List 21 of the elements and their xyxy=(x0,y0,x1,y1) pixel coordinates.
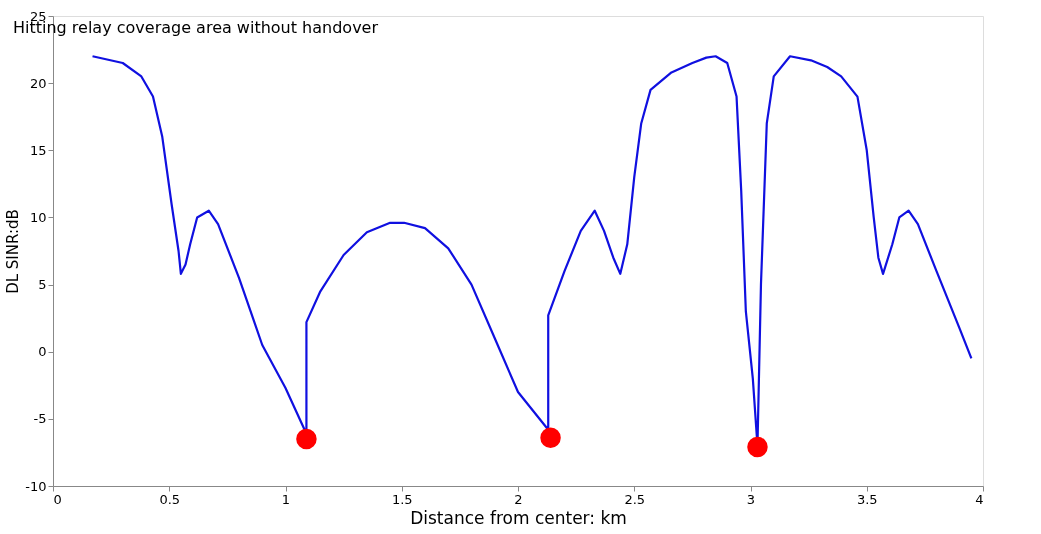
point xyxy=(540,427,561,448)
x-tick-label: 1.5 xyxy=(391,491,413,507)
y-tick-label: 15 xyxy=(29,142,47,158)
x-tick-label: 3.5 xyxy=(856,491,878,507)
point xyxy=(296,428,317,450)
y-axis-title: DL SINR:dB xyxy=(4,209,23,294)
x-tick-label: 4 xyxy=(975,491,984,507)
x-tick-label: 0 xyxy=(53,491,62,507)
x-tick-label: 2 xyxy=(514,491,523,507)
y-tick-label: -10 xyxy=(25,478,47,494)
y-tick-label: 5 xyxy=(38,277,47,293)
y-tick-label: 10 xyxy=(29,209,47,225)
x-tick-label: 1 xyxy=(281,491,291,507)
y-tick-label: -5 xyxy=(33,411,47,427)
y-tick-label: 0 xyxy=(38,344,47,360)
x-axis-title: Distance from center: km xyxy=(410,507,627,528)
y-tick-label: 20 xyxy=(29,75,47,91)
x-tick-label: 2.5 xyxy=(624,491,646,507)
x-tick-label: 0.5 xyxy=(159,491,181,507)
point xyxy=(747,436,768,458)
x-tick-label: 3 xyxy=(746,491,756,507)
